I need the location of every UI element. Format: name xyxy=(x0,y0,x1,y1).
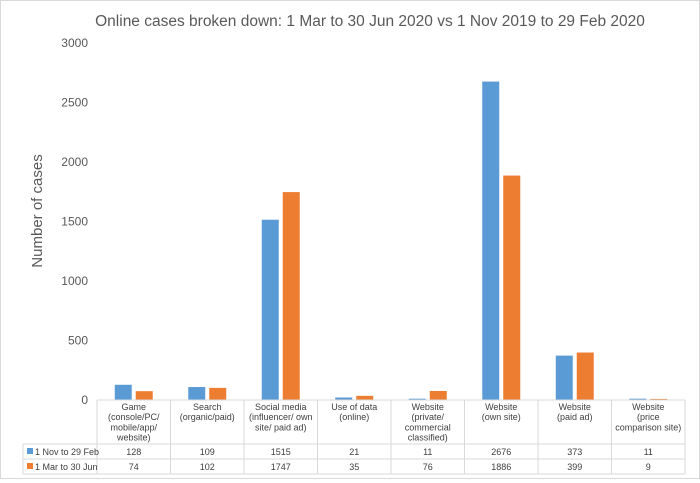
y-tick-label: 0 xyxy=(81,393,88,407)
table-value-series-1: 11 xyxy=(644,447,653,457)
table-value-series-2: 35 xyxy=(349,462,359,472)
legend-label-series-2: 1 Mar to 30 Jun xyxy=(35,462,98,472)
bar-series-2 xyxy=(282,192,300,400)
bar-series-2 xyxy=(576,352,594,400)
table-value-series-2: 1886 xyxy=(491,462,511,472)
table-value-series-1: 128 xyxy=(126,447,141,457)
table-value-series-2: 102 xyxy=(200,462,215,472)
y-tick-label: 500 xyxy=(68,334,88,348)
legend-key-series-1 xyxy=(27,448,33,454)
x-category-label: Use of data (online) xyxy=(331,402,377,422)
bar-series-2 xyxy=(135,391,153,400)
table-value-series-1: 2676 xyxy=(491,447,511,457)
bar-series-1 xyxy=(335,397,353,400)
bar-series-2 xyxy=(503,175,521,400)
bar-series-1 xyxy=(261,219,279,400)
bar-series-1 xyxy=(188,387,206,400)
legend-label-series-1: 1 Nov to 29 Feb xyxy=(35,447,99,457)
y-tick-label: 3000 xyxy=(61,36,88,50)
table-value-series-2: 74 xyxy=(129,462,139,472)
bar-series-1 xyxy=(629,398,647,400)
chart-title: Online cases broken down: 1 Mar to 30 Ju… xyxy=(95,13,645,30)
bar-series-2 xyxy=(356,395,374,400)
y-axis-ticks: 0 500 1000 1500 2000 2500 3000 xyxy=(61,36,88,407)
x-category-label: Search (organic/paid) xyxy=(180,402,235,422)
legend-key-series-2 xyxy=(27,463,33,469)
x-category-label: Website (own site) xyxy=(482,402,521,422)
y-tick-label: 1500 xyxy=(61,215,88,229)
y-tick-label: 2500 xyxy=(61,96,88,110)
y-tick-label: 1000 xyxy=(61,274,88,288)
x-category-label: Game (console/PC/mobile/app/website) xyxy=(108,402,160,443)
table-value-series-2: 9 xyxy=(646,462,651,472)
data-table: Game (console/PC/mobile/app/website) Searc… xyxy=(22,399,686,475)
y-tick-label: 2000 xyxy=(61,155,88,169)
bar-series-1 xyxy=(482,81,500,400)
bar-series-2 xyxy=(429,390,447,400)
bar-series-1 xyxy=(114,384,132,400)
x-category-label: Website (paid ad) xyxy=(557,402,593,422)
x-category-label: Social media (influencer/ own site/ paid a… xyxy=(249,402,313,432)
table-value-series-1: 1515 xyxy=(271,447,291,457)
table-value-series-2: 399 xyxy=(567,462,582,472)
x-category-label: Website (private/commercial classified) xyxy=(405,402,451,443)
table-value-series-2: 1747 xyxy=(271,462,291,472)
y-axis-label: Number of cases xyxy=(29,154,46,267)
table-value-series-1: 11 xyxy=(423,447,432,457)
table-value-series-1: 109 xyxy=(200,447,215,457)
table-value-series-1: 373 xyxy=(567,447,582,457)
bar-series-1 xyxy=(555,355,573,400)
bar-series-1 xyxy=(408,398,426,400)
x-category-label: Website (price comparison site) xyxy=(615,402,681,432)
bars xyxy=(114,81,668,400)
table-value-series-2: 76 xyxy=(423,462,433,472)
table-value-series-1: 21 xyxy=(349,447,359,457)
bar-series-2 xyxy=(650,398,668,400)
bar-series-2 xyxy=(209,387,227,400)
